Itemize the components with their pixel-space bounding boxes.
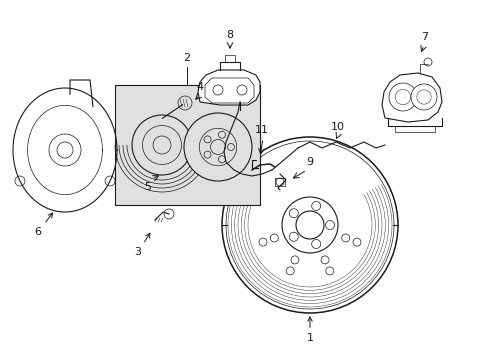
Text: 8: 8	[226, 30, 233, 40]
Polygon shape	[204, 78, 253, 103]
Text: 9: 9	[306, 157, 313, 167]
Circle shape	[321, 256, 328, 264]
Circle shape	[325, 267, 333, 275]
Circle shape	[394, 89, 410, 105]
Polygon shape	[381, 73, 441, 122]
Circle shape	[416, 90, 430, 104]
Circle shape	[289, 232, 298, 241]
Circle shape	[325, 220, 334, 230]
Polygon shape	[198, 70, 260, 105]
Circle shape	[237, 85, 246, 95]
Circle shape	[222, 137, 397, 313]
Text: 5: 5	[144, 182, 151, 192]
Circle shape	[142, 126, 181, 165]
Text: 7: 7	[421, 32, 427, 42]
Circle shape	[183, 113, 251, 181]
Circle shape	[289, 209, 298, 218]
Circle shape	[218, 156, 225, 163]
Text: 4: 4	[196, 82, 203, 92]
Text: 1: 1	[306, 317, 313, 343]
Circle shape	[423, 58, 431, 66]
Circle shape	[49, 134, 81, 166]
Circle shape	[270, 234, 278, 242]
Bar	[115, 85, 260, 205]
Circle shape	[311, 202, 320, 211]
Circle shape	[410, 84, 436, 110]
Circle shape	[352, 238, 360, 246]
Circle shape	[227, 144, 234, 150]
Text: 2: 2	[183, 53, 190, 63]
Circle shape	[213, 85, 223, 95]
Circle shape	[105, 176, 115, 186]
Text: 10: 10	[330, 122, 345, 132]
Circle shape	[259, 238, 266, 246]
Circle shape	[132, 115, 192, 175]
Text: 3: 3	[134, 233, 150, 257]
Text: 11: 11	[254, 125, 268, 135]
Circle shape	[275, 178, 284, 186]
Circle shape	[285, 267, 294, 275]
Circle shape	[290, 256, 298, 264]
Circle shape	[295, 211, 324, 239]
Circle shape	[311, 239, 320, 248]
Circle shape	[199, 128, 236, 166]
Circle shape	[57, 142, 73, 158]
Circle shape	[178, 96, 192, 110]
Circle shape	[282, 197, 337, 253]
Circle shape	[341, 234, 349, 242]
Circle shape	[203, 151, 211, 158]
Circle shape	[388, 83, 416, 111]
Circle shape	[218, 131, 225, 138]
Circle shape	[153, 136, 171, 154]
Circle shape	[163, 209, 174, 219]
Circle shape	[15, 176, 25, 186]
Text: 6: 6	[35, 213, 53, 237]
Circle shape	[210, 140, 225, 154]
Circle shape	[203, 136, 211, 143]
